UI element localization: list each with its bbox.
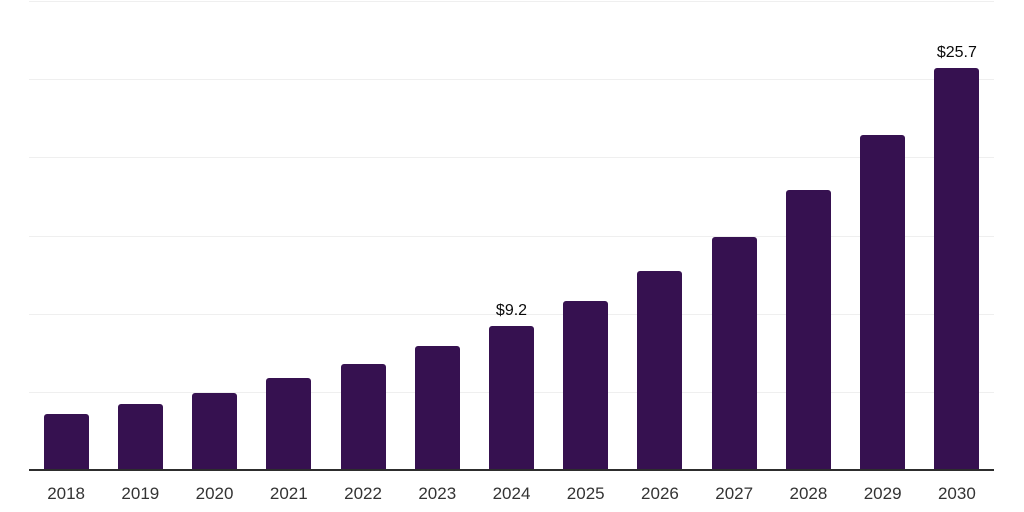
x-tick-label-2026: 2026 [641,484,679,503]
gridline [29,313,994,315]
bar-2030 [934,68,980,470]
bar-value-label-2024: $9.2 [495,302,528,320]
bar-value-label-2030: $25.7 [936,44,977,62]
x-tick-label-2018: 2018 [47,484,86,503]
x-tick-label-2028: 2028 [789,484,828,503]
x-tick-label-2020: 2020 [195,484,234,503]
gridline [29,1,994,2]
x-tick-label-2019: 2019 [121,484,160,503]
bar-2021 [266,377,312,470]
gridline [29,79,994,81]
bar-2029 [860,135,906,470]
bar-2023 [414,346,460,470]
bar-2024 [489,326,534,470]
x-tick-label-2029: 2029 [863,484,902,503]
bar-2019 [117,404,163,470]
bar-2020 [192,393,238,470]
x-tick-label-2030: 2030 [937,484,976,503]
x-tick-label-2021: 2021 [269,484,308,503]
gridline [29,157,994,159]
x-tick-label-2023: 2023 [418,484,457,503]
x-tick-label-2027: 2027 [715,484,754,503]
x-tick-label-2024: 2024 [492,484,531,503]
x-tick-label-2025: 2025 [566,484,605,503]
bar-2022 [340,363,386,470]
bar-2025 [563,301,609,470]
x-tick-label-2022: 2022 [344,484,382,503]
bar-2018 [43,413,89,470]
bar-2027 [711,237,757,470]
x-axis-line [29,469,994,471]
gridline [29,235,994,237]
bar-2026 [637,271,683,470]
bar-2028 [785,190,831,470]
